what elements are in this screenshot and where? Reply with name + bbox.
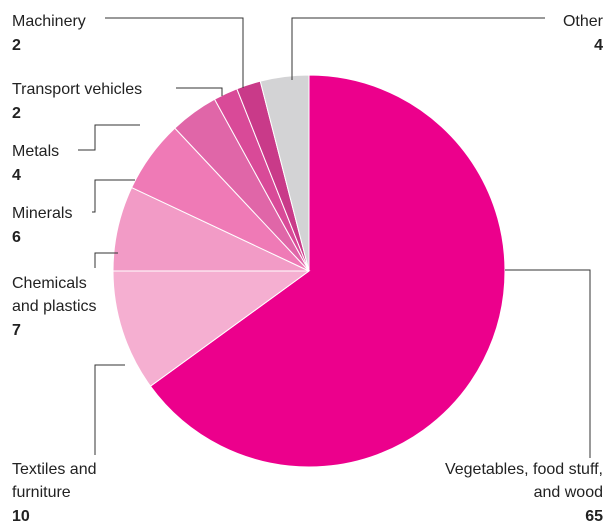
category-name: Minerals xyxy=(12,205,73,222)
value-label: 2 xyxy=(12,105,21,122)
slice-label: Vegetables, food stuff, and wood 65 xyxy=(443,458,603,526)
value-label: 4 xyxy=(12,167,21,184)
category-name: Other xyxy=(562,13,603,30)
category-name: Machinery xyxy=(12,13,86,30)
leader-line xyxy=(291,17,545,80)
slice-label: Machinery 2 xyxy=(12,10,132,58)
category-name: Textiles and furniture xyxy=(12,461,97,501)
category-name: Transport vehicles xyxy=(12,81,143,98)
category-name: Metals xyxy=(12,143,60,160)
slice-label: Transport vehicles 2 xyxy=(12,78,212,126)
leader-line xyxy=(176,87,223,96)
value-label: 65 xyxy=(585,508,603,525)
slice-label: Metals 4 xyxy=(12,140,132,188)
leader-line xyxy=(505,269,591,458)
value-label: 7 xyxy=(12,322,21,339)
leaders xyxy=(78,17,591,458)
leader-line xyxy=(94,364,125,455)
slice-label: Other 4 xyxy=(503,10,603,58)
slice-label: Minerals 6 xyxy=(12,202,132,250)
leader-line xyxy=(94,252,118,268)
pie-slice xyxy=(112,270,311,387)
leader-line xyxy=(92,179,135,213)
value-label: 2 xyxy=(12,37,21,54)
pie-slice xyxy=(149,74,506,468)
leader-line xyxy=(105,17,244,88)
category-name: Vegetables, food stuff, and wood xyxy=(444,461,603,501)
slice-label: Textiles and furniture 10 xyxy=(12,458,122,526)
slices xyxy=(112,74,506,468)
slice-label: Chemicals and plastics 7 xyxy=(12,272,104,343)
value-label: 4 xyxy=(594,37,603,54)
pie-slice xyxy=(259,74,310,272)
category-name: Chemicals and plastics xyxy=(12,275,97,315)
leader-line xyxy=(78,124,140,151)
value-label: 10 xyxy=(12,508,30,525)
value-label: 6 xyxy=(12,229,21,246)
